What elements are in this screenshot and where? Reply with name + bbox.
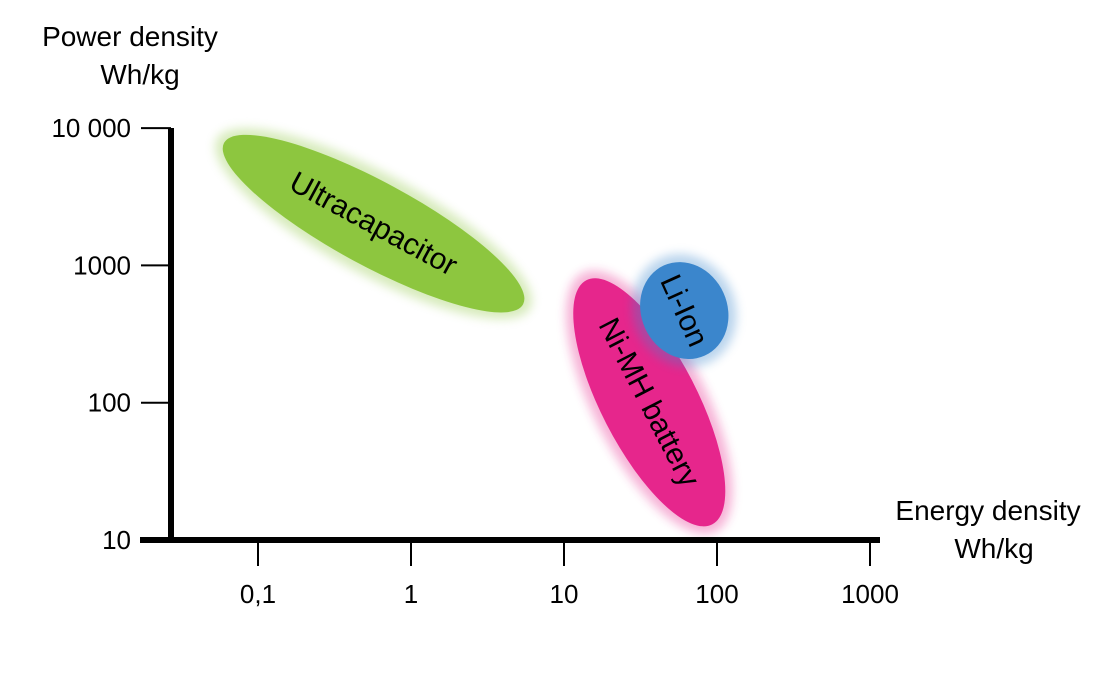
- ticks-layer: 10 000 1000 100 10 0,1 1 10 100 1000: [51, 113, 898, 609]
- region-li-ion: Li-Ion: [632, 254, 737, 368]
- y-tick-label: 10: [102, 525, 131, 555]
- x-tick-label: 100: [695, 579, 738, 609]
- region-ni-mh-battery: Ni-MH battery: [566, 270, 733, 534]
- x-tick-label: 10: [550, 579, 579, 609]
- y-axis-title-line1: Power density: [42, 21, 218, 52]
- y-axis-title-line2: Wh/kg: [100, 59, 179, 90]
- x-axis-title-line1: Energy density: [895, 495, 1080, 526]
- x-tick-label: 0,1: [240, 579, 276, 609]
- x-tick-label: 1: [404, 579, 418, 609]
- region-shape: [222, 134, 525, 313]
- region-shape: [640, 262, 729, 360]
- y-tick-label: 100: [88, 388, 131, 418]
- x-tick-label: 1000: [841, 579, 899, 609]
- region-shape: [573, 278, 726, 527]
- region-ultracapacitor: Ultracapacitor: [215, 128, 532, 319]
- y-tick-label: 1000: [73, 250, 131, 280]
- y-tick-label: 10 000: [51, 113, 131, 143]
- x-axis-title-line2: Wh/kg: [954, 533, 1033, 564]
